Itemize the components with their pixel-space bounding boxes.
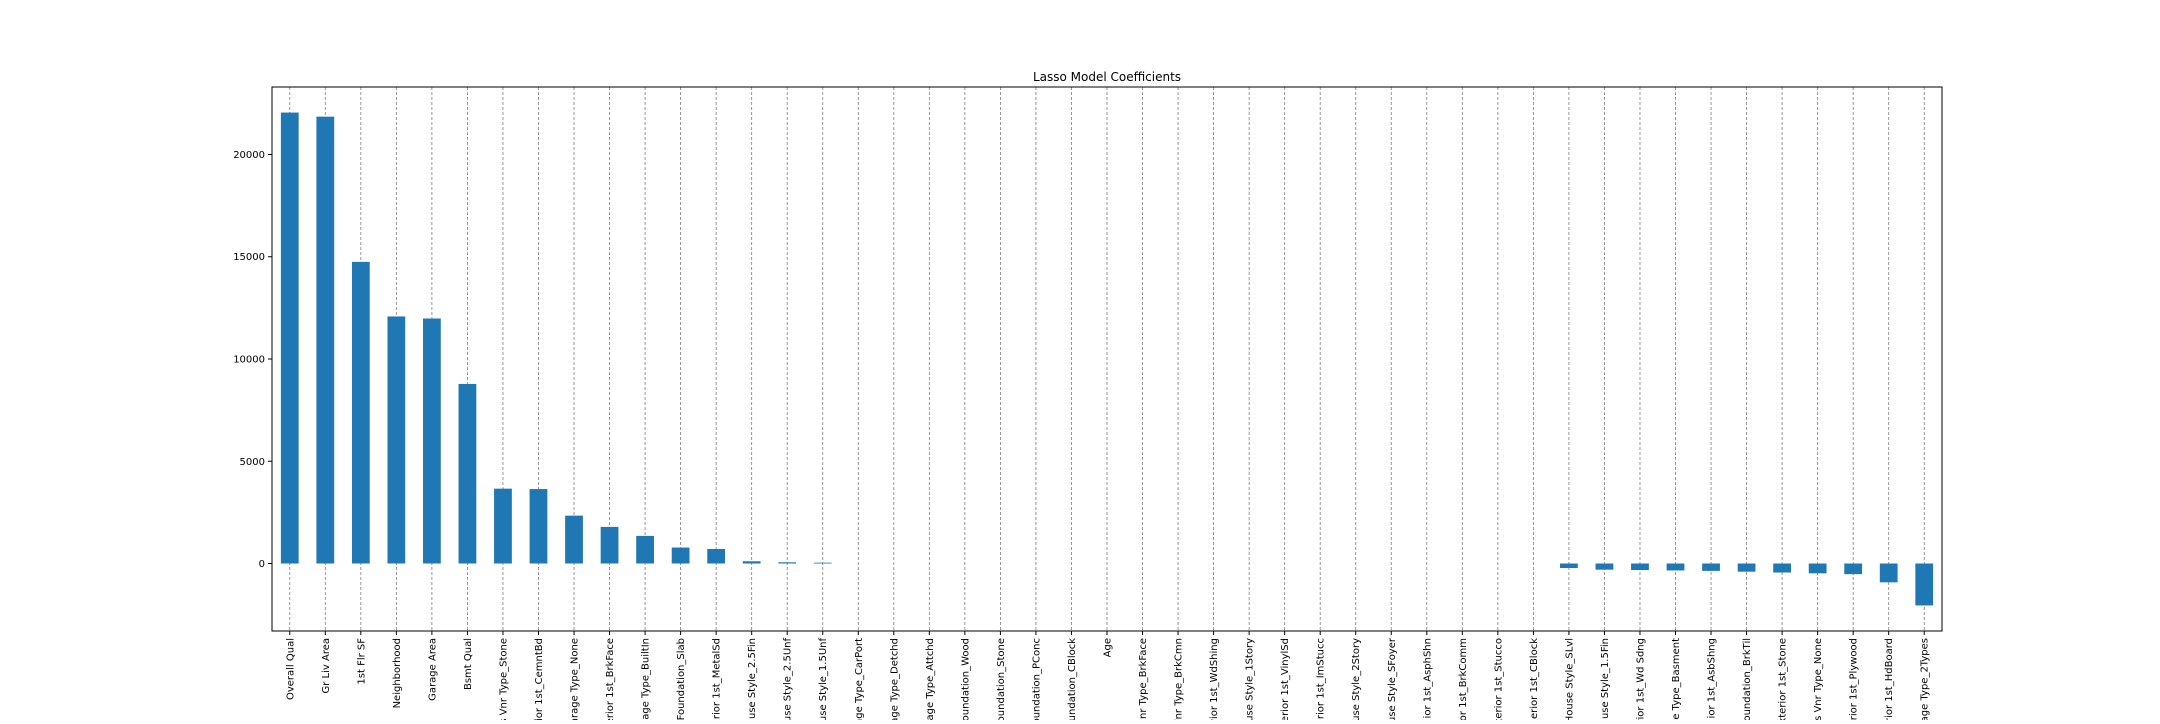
y-tick-label: 10000	[233, 355, 265, 366]
bar	[742, 561, 761, 564]
x-tick-label: ior 1st_AsphShn	[1422, 638, 1433, 718]
x-tick-label: erior 1st_BrkFace	[605, 638, 616, 720]
x-tick-label: age Type_Detchd	[889, 638, 900, 720]
bar	[423, 318, 441, 564]
x-tick-label: oundation_PConc	[1031, 638, 1042, 720]
x-tick-label: Garage Area	[427, 638, 438, 701]
x-tick-label: rior 1st_ImStucc	[1316, 638, 1327, 719]
x-tick-label: s Vnr Type_Stone	[498, 638, 509, 720]
x-tick-label: use Style_SFoyer	[1387, 637, 1398, 720]
bar	[494, 488, 512, 564]
x-tick-label: nr Type_BrkFace	[1138, 638, 1149, 719]
x-axis: Overall Qual Gr Liv Area 1st Flr SF Neighbo…	[285, 631, 1931, 720]
x-tick-label: rior 1st_MetalSd	[712, 638, 723, 719]
x-tick-label: oundation_BrkTil	[1742, 638, 1753, 720]
x-tick-label: oundation_CBlock	[1067, 638, 1078, 720]
y-tick-label: 5000	[240, 457, 265, 468]
x-tick-label: Overall Qual	[285, 638, 296, 700]
x-tick-label: use Style_2Story	[1351, 638, 1362, 720]
x-tick-label: Vnr Type_BrkCmn	[1174, 638, 1185, 720]
bar	[636, 535, 654, 564]
bars	[280, 112, 1934, 606]
x-tick-label: House Style_SLvl	[1564, 638, 1575, 720]
bar	[813, 562, 832, 564]
bar	[1773, 563, 1791, 573]
x-tick-label: age Type_2Types	[1920, 638, 1931, 720]
y-tick-label: 15000	[233, 252, 265, 263]
bar	[458, 383, 477, 564]
x-grid	[289, 87, 1925, 631]
x-tick-label: erior 1st_VinylSd	[1280, 638, 1291, 720]
bar	[1879, 563, 1898, 583]
y-axis: 0 5000 10000 15000 20000	[233, 150, 272, 570]
bar	[565, 515, 583, 564]
x-tick-label: rior 1st_WdShing	[1209, 638, 1220, 720]
x-tick-label: arage Type_None	[570, 638, 581, 720]
x-tick-label: oundation_Stone	[996, 638, 1007, 720]
bar	[529, 489, 548, 564]
x-tick-label: use Style_1.5Fin	[1600, 638, 1611, 719]
y-tick-label: 0	[259, 559, 265, 570]
bar	[1631, 563, 1649, 571]
x-tick-label: 1st Flr SF	[356, 638, 367, 685]
y-tick-label: 20000	[233, 150, 265, 161]
x-tick-label: s Vnr Type_None	[1813, 638, 1824, 720]
x-tick-label: age Type_Attchd	[925, 638, 936, 720]
x-tick-label: Age	[1103, 638, 1114, 657]
x-tick-label: Bsmt Qual	[463, 638, 474, 690]
x-tick-label: Foundation_Slab	[676, 638, 687, 720]
x-tick-label: ior 1st_AsbShng	[1707, 638, 1718, 718]
x-tick-label: erior 1st_CBlock	[1529, 638, 1540, 719]
x-tick-label: use Style_1Story	[1245, 638, 1256, 720]
bar	[280, 112, 299, 564]
x-tick-label: oundation_Wood	[960, 638, 971, 720]
x-tick-label: terior 1st_Stucco	[1493, 638, 1504, 720]
x-tick-label: rior 1st_HdBoard	[1884, 638, 1895, 720]
bar	[1737, 563, 1756, 572]
x-tick-label: age Type_BuiltIn	[641, 638, 652, 720]
x-tick-label: age Type_CarPort	[854, 638, 865, 720]
bar	[671, 547, 690, 564]
x-tick-label: e Type_Basment	[1671, 638, 1682, 720]
x-tick-label: use Style_1.5Unf	[818, 638, 829, 720]
x-tick-label: use Style_2.5Unf	[783, 638, 794, 720]
x-tick-label: Neighborhood	[392, 638, 403, 708]
x-tick-label: rior 1st_CemntBd	[534, 638, 545, 720]
bar	[387, 316, 406, 564]
x-tick-label: xterior 1st_Stone	[1778, 638, 1789, 720]
bar	[1702, 563, 1720, 571]
bar	[707, 548, 726, 564]
bar	[1915, 563, 1934, 606]
x-tick-label: rior 1st_Plywood	[1849, 638, 1860, 720]
bar	[778, 562, 797, 564]
chart-title: Lasso Model Coefficients	[1033, 70, 1181, 84]
bar	[316, 116, 335, 564]
bar	[1808, 563, 1827, 574]
bar	[1560, 563, 1578, 569]
x-tick-label: Gr Liv Area	[321, 638, 332, 694]
x-tick-label: or 1st_BrkComm	[1458, 638, 1469, 720]
bar	[1844, 563, 1863, 575]
x-tick-label: use Style_2.5Fin	[747, 638, 758, 719]
bar	[1595, 563, 1614, 570]
bar	[351, 261, 370, 564]
bar	[600, 526, 619, 564]
x-tick-label: rior 1st_Wd Sdng	[1635, 638, 1646, 720]
bar	[1666, 563, 1685, 571]
